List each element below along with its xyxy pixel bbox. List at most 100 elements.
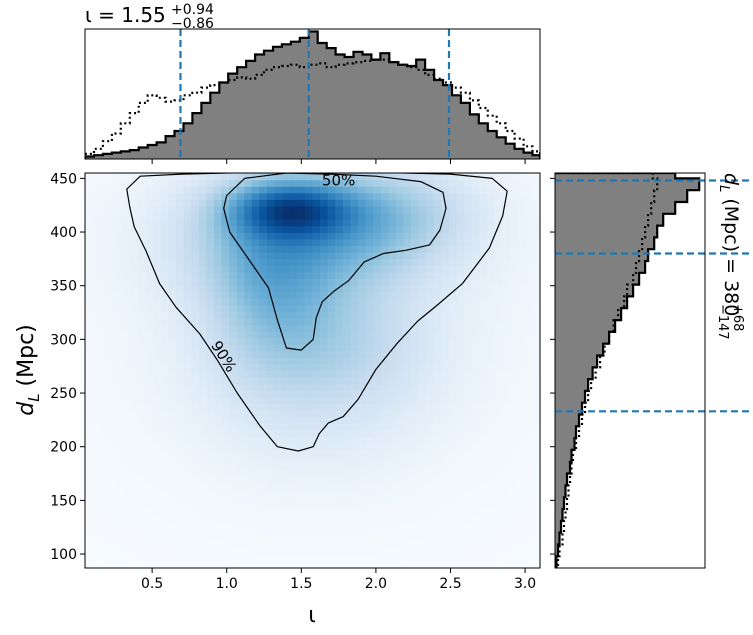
heatmap-cell <box>100 423 109 431</box>
heatmap-cell <box>502 311 511 319</box>
heatmap-cell <box>206 456 215 464</box>
heatmap-cell <box>160 179 170 187</box>
heatmap-cell <box>267 311 276 319</box>
heatmap-cell <box>122 475 132 484</box>
heatmap-cell <box>168 258 177 266</box>
heatmap-cell <box>122 344 132 352</box>
heatmap-cell <box>312 219 321 227</box>
heatmap-cell <box>138 337 147 345</box>
heatmap-cell <box>532 311 540 319</box>
heatmap-cell <box>517 502 526 510</box>
heatmap-cell <box>502 370 511 378</box>
heatmap-cell <box>198 548 207 556</box>
heatmap-cell <box>92 278 101 286</box>
heatmap-cell <box>244 561 253 568</box>
heatmap-cell <box>282 475 291 484</box>
heatmap-cell <box>213 291 223 299</box>
heatmap-cell <box>350 390 359 398</box>
heatmap-cell <box>191 304 200 312</box>
heatmap-cell <box>191 528 200 536</box>
heatmap-cell <box>532 515 540 523</box>
heatmap-cell <box>297 383 306 391</box>
heatmap-cell <box>358 317 367 326</box>
heatmap-cell <box>259 403 268 411</box>
x-tick-label: 1.0 <box>216 576 238 592</box>
heatmap-cell <box>426 278 435 286</box>
heatmap-cell <box>426 482 435 490</box>
heatmap-cell <box>433 199 443 207</box>
heatmap-cell <box>350 337 359 345</box>
heatmap-cell <box>335 245 344 253</box>
heatmap-cell <box>373 350 382 358</box>
heatmap-cell <box>358 423 367 431</box>
heatmap-cell <box>251 396 261 405</box>
heatmap-cell <box>176 535 185 543</box>
heatmap-cell <box>289 449 298 457</box>
heatmap-cell <box>471 462 480 470</box>
heatmap-cell <box>426 456 435 464</box>
heatmap-cell <box>449 561 458 568</box>
heatmap-cell <box>479 410 488 418</box>
heatmap-cell <box>304 416 314 424</box>
heatmap-cell <box>479 442 488 451</box>
heatmap-cell <box>373 449 382 457</box>
heatmap-cell <box>373 344 382 352</box>
heatmap-cell <box>145 311 154 319</box>
heatmap-cell <box>350 331 359 339</box>
heatmap-cell <box>342 219 352 227</box>
heatmap-cell <box>153 331 162 339</box>
heatmap-cell <box>244 232 253 240</box>
heatmap-cell <box>304 265 314 273</box>
heatmap-cell <box>138 284 147 293</box>
heatmap-cell <box>411 271 420 279</box>
heatmap-cell <box>267 396 276 405</box>
heatmap-cell <box>471 554 480 563</box>
heatmap-cell <box>320 245 329 253</box>
heatmap-cell <box>130 495 139 503</box>
heatmap-cell <box>486 370 496 378</box>
heatmap-cell <box>282 337 291 345</box>
heatmap-cell <box>327 449 336 457</box>
heatmap-cell <box>229 436 238 444</box>
heatmap-cell <box>160 489 170 497</box>
heatmap-cell <box>282 357 291 365</box>
heatmap-cell <box>289 370 298 378</box>
heatmap-cell <box>342 561 352 568</box>
heatmap-cell <box>441 462 450 470</box>
heatmap-cell <box>456 502 465 510</box>
heatmap-cell <box>486 449 496 457</box>
heatmap-cell <box>138 442 147 451</box>
heatmap-cell <box>320 541 329 549</box>
heatmap-cell <box>464 219 473 227</box>
heatmap-cell <box>282 192 291 200</box>
heatmap-cell <box>176 205 185 214</box>
heatmap-cell <box>274 173 283 181</box>
heatmap-cell <box>327 541 336 549</box>
heatmap-cell <box>138 199 147 207</box>
heatmap-cell <box>229 521 238 530</box>
heatmap-cell <box>191 192 200 200</box>
heatmap-cell <box>85 271 94 279</box>
heatmap-cell <box>327 324 336 332</box>
heatmap-cell <box>153 554 162 563</box>
heatmap-cell <box>327 456 336 464</box>
heatmap-cell <box>464 502 473 510</box>
heatmap-cell <box>403 284 412 293</box>
heatmap-cell <box>304 541 314 549</box>
heatmap-cell <box>160 337 170 345</box>
heatmap-cell <box>479 377 488 385</box>
heatmap-cell <box>342 462 352 470</box>
heatmap-cell <box>502 344 511 352</box>
heatmap-cell <box>403 245 412 253</box>
heatmap-cell <box>107 291 116 299</box>
heatmap-cell <box>327 179 336 187</box>
heatmap-cell <box>198 436 207 444</box>
y-tick-label: 100 <box>50 547 77 563</box>
heatmap-cell <box>267 199 276 207</box>
heatmap-cell <box>221 324 230 332</box>
heatmap-cell <box>524 416 534 424</box>
heatmap-cell <box>221 449 230 457</box>
heatmap-cell <box>456 429 465 437</box>
heatmap-cell <box>115 508 124 516</box>
heatmap-cell <box>183 205 192 214</box>
